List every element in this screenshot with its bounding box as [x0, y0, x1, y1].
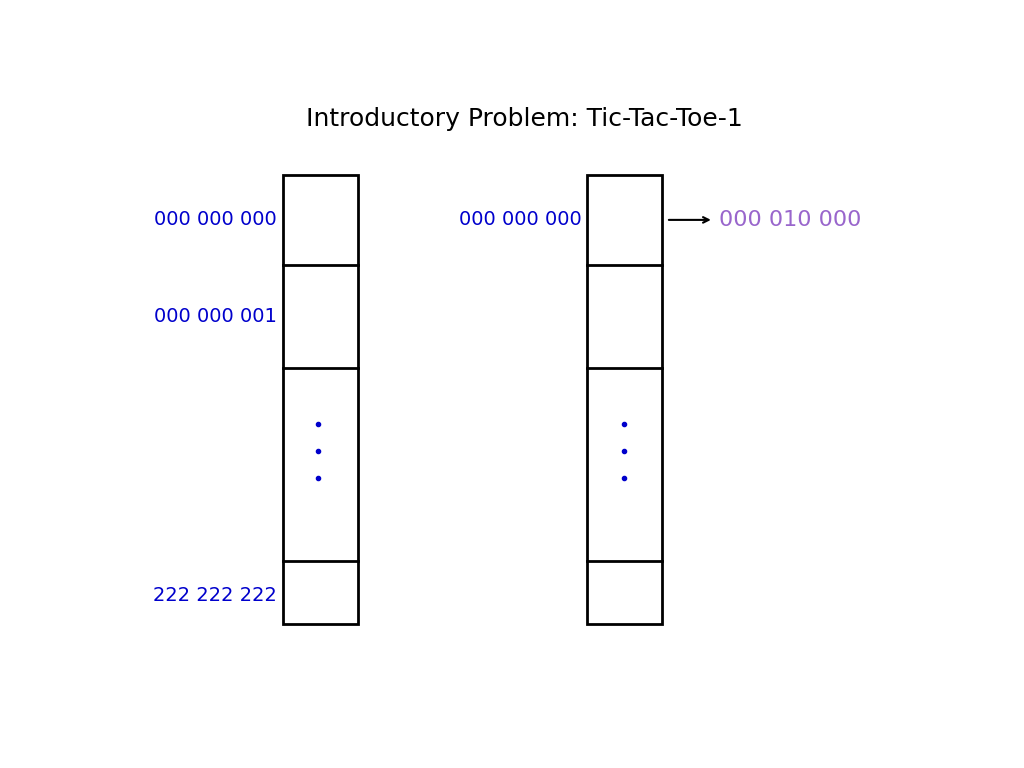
Text: 000 000 000: 000 000 000	[459, 210, 582, 230]
Bar	[283, 175, 358, 624]
Text: 222 222 222: 222 222 222	[154, 586, 278, 604]
Text: 000 000 001: 000 000 001	[155, 307, 278, 326]
Bar	[587, 175, 663, 624]
Text: 000 000 000: 000 000 000	[155, 210, 278, 230]
Text: 000 010 000: 000 010 000	[719, 210, 861, 230]
Text: Introductory Problem: Tic-Tac-Toe-1: Introductory Problem: Tic-Tac-Toe-1	[306, 107, 743, 131]
